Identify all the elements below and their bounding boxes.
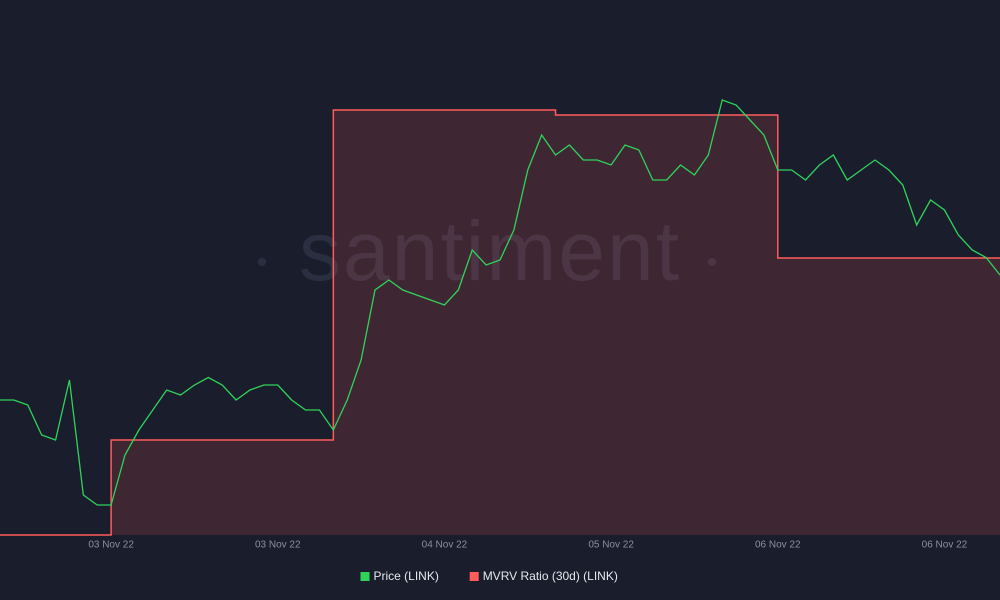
watermark: santiment	[299, 204, 681, 298]
x-tick-label: 06 Nov 22	[755, 540, 801, 551]
x-tick-label: 04 Nov 22	[422, 540, 468, 551]
price-line	[0, 99, 1000, 506]
mvrv-line	[0, 109, 1000, 536]
legend-label: MVRV Ratio (30d) (LINK)	[483, 569, 618, 583]
legend-swatch	[469, 572, 479, 581]
mvrv-area	[0, 110, 1000, 535]
legend-swatch	[360, 572, 370, 581]
x-tick-label: 03 Nov 22	[88, 540, 134, 551]
x-tick-label: 03 Nov 22	[255, 540, 301, 551]
legend-label: Price (LINK)	[374, 569, 439, 583]
watermark-dot	[708, 258, 716, 266]
watermark-dot	[258, 258, 266, 266]
x-tick-label: 06 Nov 22	[922, 540, 968, 551]
x-tick-label: 05 Nov 22	[588, 540, 634, 551]
